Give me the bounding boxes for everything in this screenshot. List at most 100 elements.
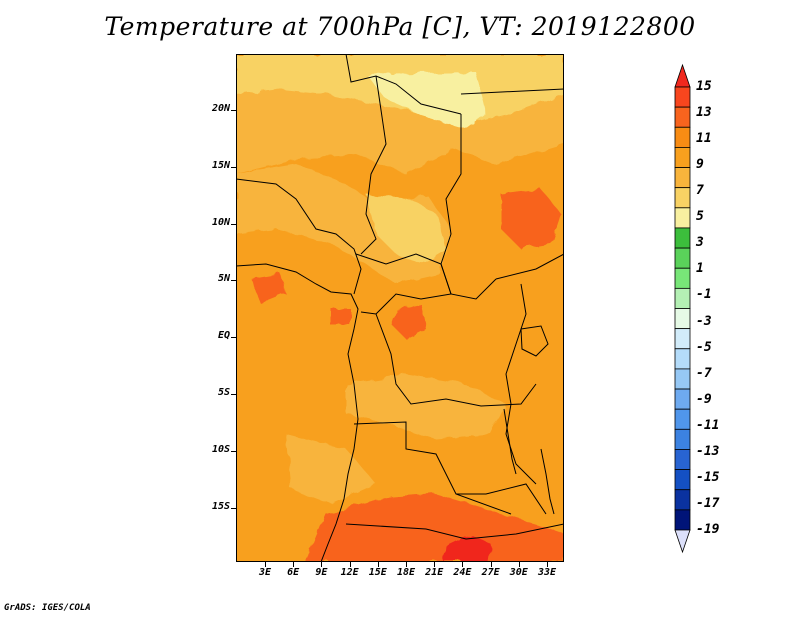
- colorbar-label: -19: [696, 522, 720, 537]
- lon-tick: [265, 562, 266, 567]
- colorbar-segment: [674, 187, 691, 209]
- lon-tick: [349, 562, 351, 567]
- warm-zone-congo: [391, 304, 426, 339]
- border-zambia: [456, 483, 547, 515]
- border-nigeria-cameroon: [236, 178, 362, 295]
- border-car: [355, 253, 452, 315]
- lat-label: 15S: [211, 500, 230, 512]
- hot-zone-south: [444, 534, 491, 562]
- colorbar-segment: [674, 388, 691, 410]
- border-egypt-sudan: [460, 88, 564, 95]
- mild-zone-south: [286, 434, 376, 504]
- warm-zone-west: [251, 274, 286, 304]
- colorbar-label: -9: [696, 391, 712, 407]
- border-angola: [353, 421, 512, 515]
- colorbar-label: 15: [696, 79, 712, 94]
- coolest-zone-north: [366, 72, 486, 129]
- lon-label: 6E: [287, 567, 300, 578]
- cool-zone-sahel: [366, 194, 446, 264]
- colorbar-segment: [674, 449, 691, 470]
- colorbar-label: 1: [696, 261, 704, 277]
- colorbar-top-arrow: [674, 63, 691, 88]
- lon-tick: [377, 562, 379, 567]
- colorbar-label: 11: [696, 131, 712, 147]
- colorbar-segment: [674, 126, 691, 148]
- colorbar-label: -11: [696, 417, 720, 433]
- warm-zone-south: [306, 494, 564, 562]
- colorbar-label: -7: [696, 365, 712, 381]
- colorbar-segment: [674, 489, 691, 511]
- lon-label: 9E: [315, 567, 328, 578]
- colorbar-label: -1: [696, 287, 712, 303]
- border-niger-chad: [360, 75, 387, 255]
- colorbar-segment: [674, 308, 691, 330]
- lon-label: 27E: [481, 567, 500, 578]
- border-congo-drc: [375, 313, 537, 407]
- warm-zone-gulf: [331, 309, 351, 326]
- colorbar-segment: [674, 428, 691, 450]
- lat-label: EQ: [217, 330, 230, 342]
- lat-tick: [231, 450, 236, 452]
- chart-title: Temperature at 700hPa [C], VT: 201912280…: [104, 12, 696, 41]
- lon-tick: [406, 562, 407, 567]
- colorbar-label: 13: [696, 105, 712, 121]
- colorbar-segment: [674, 469, 691, 491]
- colorbar-label: 7: [696, 183, 704, 199]
- lat-label: 20N: [211, 103, 230, 114]
- lat-tick: [231, 337, 236, 339]
- border-chad-sudan: [440, 114, 497, 300]
- lat-label: 15N: [211, 159, 230, 171]
- lon-tick: [434, 562, 436, 567]
- lon-label: 18E: [396, 567, 416, 578]
- lake-tanganyika: [503, 408, 517, 475]
- lon-tick: [547, 562, 548, 567]
- colorbar-segment: [674, 167, 691, 189]
- colorbar-segment: [674, 287, 691, 309]
- colorbar-segment: [674, 247, 691, 269]
- lat-tick: [231, 166, 236, 168]
- coastline-west: [236, 263, 359, 562]
- colorbar-segment: [674, 368, 691, 390]
- colorbar-segment: [674, 348, 691, 370]
- colorbar-label: -17: [696, 495, 720, 511]
- colorbar-bottom-arrow: [674, 529, 691, 554]
- border-libya-chad: [345, 54, 462, 115]
- lat-label: 5S: [217, 387, 230, 398]
- lat-tick: [231, 394, 236, 395]
- lat-label: 10S: [211, 443, 230, 455]
- lat-tick: [231, 223, 236, 225]
- country-borders: [236, 54, 564, 562]
- lat-label: 5N: [217, 273, 230, 285]
- lake-malawi: [540, 448, 555, 515]
- colorbar-segment: [674, 408, 691, 430]
- colorbar-segment: [674, 106, 691, 128]
- lon-label: 21E: [425, 567, 444, 578]
- border-drc-east: [505, 283, 537, 485]
- colorbar-label: 3: [696, 235, 704, 251]
- lat-label: 10N: [211, 216, 230, 228]
- lon-tick: [293, 562, 295, 567]
- lon-tick: [490, 562, 492, 567]
- credit-text: GrADS: IGES/COLA: [4, 603, 91, 613]
- colorbar-segment: [674, 227, 691, 249]
- colorbar-label: 5: [696, 209, 704, 225]
- colorbar-segment: [674, 86, 691, 108]
- lon-tick: [462, 562, 464, 567]
- lat-tick: [231, 507, 236, 509]
- border-namibia: [345, 523, 564, 540]
- lon-tick: [321, 562, 323, 567]
- lon-label: 15E: [368, 567, 387, 578]
- lon-label: 12E: [340, 567, 359, 578]
- lat-tick: [231, 110, 236, 111]
- colorbar-label: -5: [696, 339, 712, 355]
- colorbar-segment: [674, 509, 691, 531]
- lon-label: 3E: [258, 567, 272, 578]
- colorbar-label: 9: [696, 157, 704, 173]
- lat-tick: [231, 280, 236, 282]
- warm-zone-east: [501, 189, 561, 249]
- lon-label: 30E: [509, 567, 528, 578]
- border-ethiopia: [495, 253, 564, 280]
- colorbar-segment: [674, 328, 691, 350]
- lake-victoria: [520, 325, 549, 357]
